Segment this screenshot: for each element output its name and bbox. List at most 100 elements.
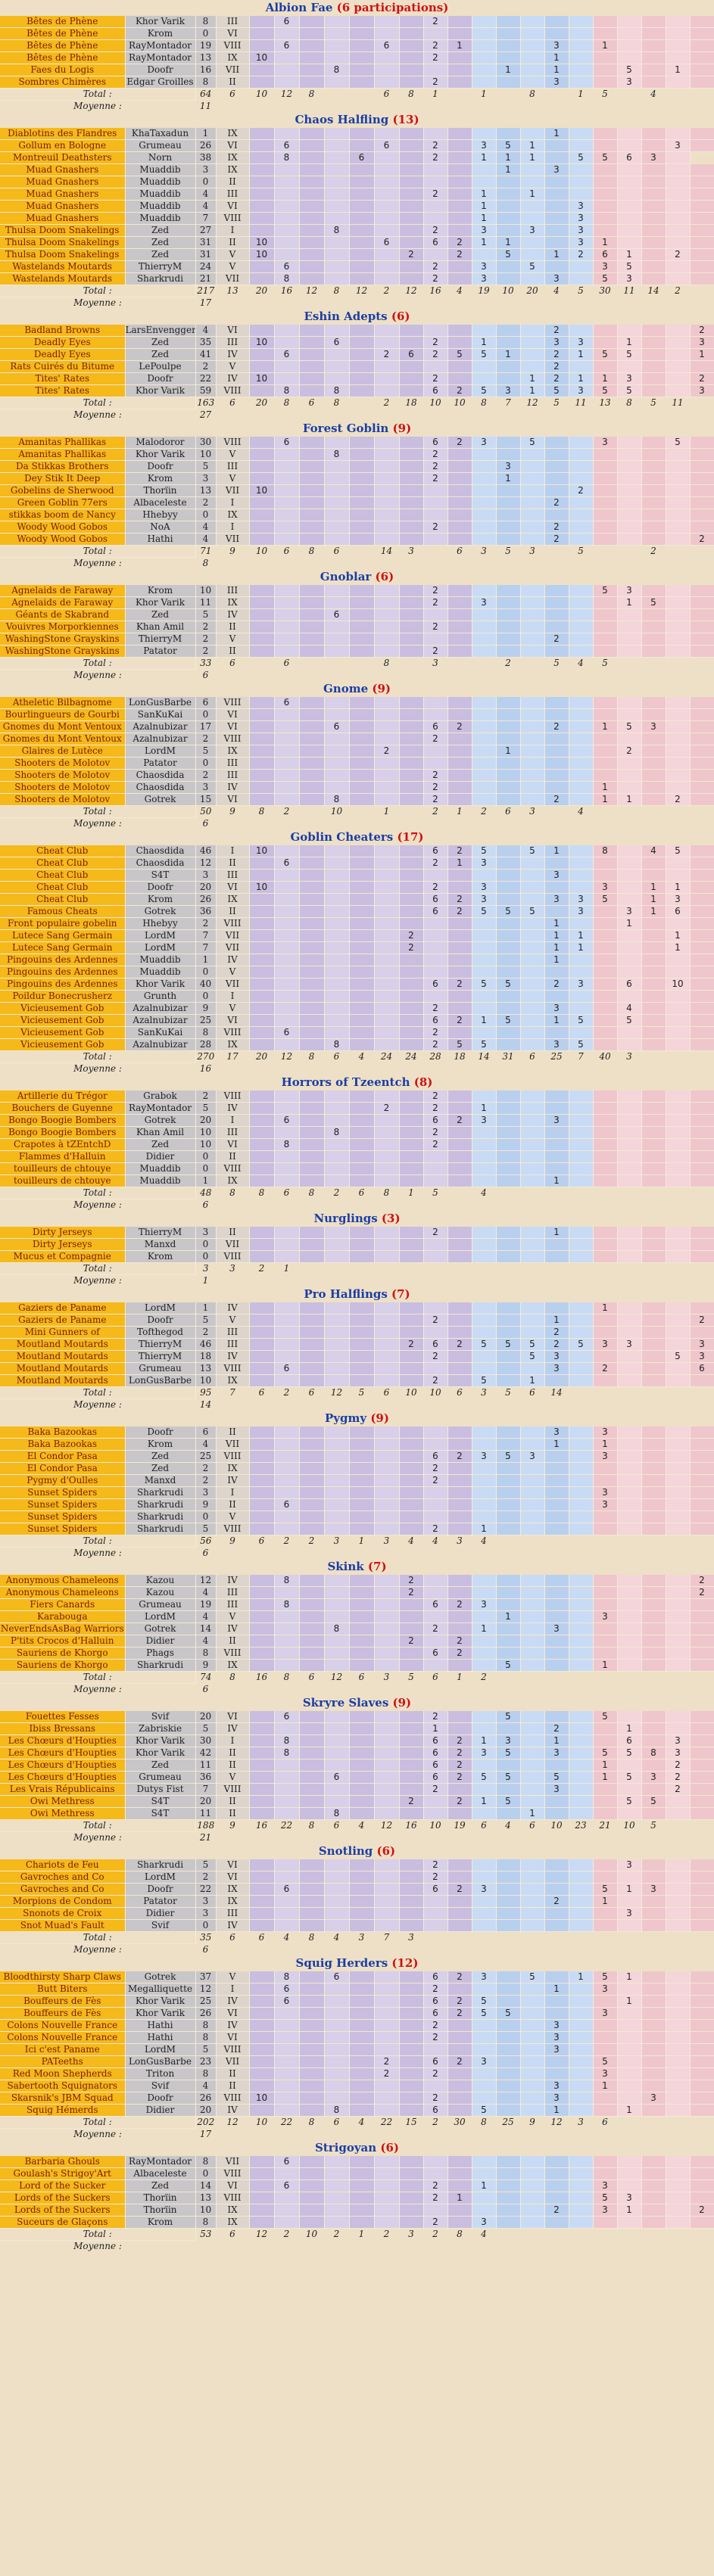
stat-cell [472, 1462, 497, 1475]
stat-cell [374, 917, 400, 930]
race-count: (6) [371, 570, 394, 583]
race-name: Skryre Slaves [302, 1696, 389, 1710]
team-row: Bouchers de Guyenne RayMontador 5 IV 2 2 1 [0, 1102, 714, 1115]
stat-cell: 2 [690, 2204, 714, 2217]
round: VII [216, 1438, 250, 1451]
stat-cell [249, 39, 275, 52]
stat-cell [447, 929, 472, 942]
stat-cell [569, 360, 594, 373]
round: I [216, 1983, 250, 1996]
stat-cell [324, 1598, 350, 1611]
score: 6 [195, 697, 217, 709]
stat-cell [349, 1014, 375, 1027]
stat-cell [299, 1647, 325, 1660]
stat-cell [496, 1114, 521, 1127]
stat-cell: 1 [544, 845, 569, 857]
stat-cell [374, 336, 400, 349]
round: IV [216, 1102, 250, 1115]
stat-cell [690, 596, 714, 609]
coach-name: Khan Amil [125, 621, 196, 633]
stat-cell [349, 1090, 375, 1103]
team-name: Bouffeurs de Fès [0, 2007, 126, 2020]
stat-cell [374, 1734, 400, 1747]
stat-cell: 3 [472, 139, 497, 152]
stat-cell [249, 1575, 275, 1587]
average-spacer [216, 1831, 714, 1843]
stat-cell [324, 1983, 350, 1996]
round: IV [216, 372, 250, 385]
stat-cell [617, 1807, 642, 1820]
team-name: Pingouins des Ardennes [0, 966, 126, 978]
stat-cell [299, 27, 325, 40]
stat-cell [274, 596, 300, 609]
stat-cell [544, 224, 569, 237]
stat-cell: 5 [593, 2192, 618, 2204]
race-name: Squig Herders [295, 1956, 388, 1970]
total-value: 10 [423, 1819, 447, 1832]
stat-cell: 3 [569, 224, 594, 237]
total-value [690, 2116, 714, 2129]
total-value: 8 [274, 1671, 299, 1684]
total-value: 30 [593, 285, 617, 297]
score: 31 [195, 236, 217, 249]
stat-cell [690, 128, 714, 140]
race-title: Pygmy (9) [0, 1411, 714, 1426]
stat-cell [544, 1498, 569, 1511]
stat-cell [447, 1498, 472, 1511]
team-name: Deadly Eyes [0, 348, 126, 361]
stat-cell: 5 [472, 2104, 497, 2117]
team-name: Bêtes de Phène [0, 27, 126, 40]
stat-cell [249, 2055, 275, 2068]
round: III [216, 757, 250, 770]
stat-cell: 6 [423, 437, 448, 449]
total-value: 2 [299, 1535, 324, 1548]
stat-cell [447, 372, 472, 385]
stat-cell: 3 [666, 1747, 691, 1759]
total-value [666, 1931, 690, 1944]
total-value: 5 [349, 1386, 374, 1399]
round: III [216, 585, 250, 597]
stat-cell [447, 1350, 472, 1363]
stat-cell [349, 496, 375, 509]
total-row: Total :95 7 6 2 6 12 5 6 10 10 6 3 5 6 14 [0, 1386, 714, 1399]
total-value: 5 [496, 1386, 520, 1399]
stat-cell [399, 978, 424, 991]
stat-cell [423, 1326, 448, 1339]
stat-cell [666, 2080, 691, 2092]
stat-cell [472, 869, 497, 882]
total-value: 12 [374, 1819, 399, 1832]
stat-cell [641, 448, 666, 461]
stat-cell [447, 697, 472, 709]
stat-cell [641, 372, 666, 385]
stat-cell: 8 [324, 384, 350, 397]
stat-cell [690, 1907, 714, 1920]
stat-cell [447, 1711, 472, 1723]
stat-cell: 1 [544, 929, 569, 942]
team-row: Chariots de Feu Sharkrudi 5 VI 2 3 [0, 1859, 714, 1871]
stat-cell: 6 [274, 2179, 300, 2192]
total-value: 3 [399, 1931, 423, 1944]
stat-cell [641, 272, 666, 285]
score: 13 [195, 2192, 217, 2204]
stat-cell: 8 [274, 1734, 300, 1747]
round: V [216, 260, 250, 273]
stat-cell: 5 [496, 248, 521, 261]
stat-cell [472, 325, 497, 337]
stat-cell [299, 1362, 325, 1375]
stat-cell [520, 76, 545, 89]
stat-cell: 2 [423, 1374, 448, 1387]
stat-cell [374, 1907, 400, 1920]
stat-cell [249, 893, 275, 906]
coach-name: Didier [125, 1635, 196, 1647]
stat-cell [690, 224, 714, 237]
stat-cell [249, 745, 275, 758]
stat-cell: 2 [423, 1227, 448, 1239]
score: 26 [195, 2007, 217, 2020]
team-name: Lutece Sang Germain [0, 929, 126, 942]
total-value [593, 2228, 617, 2241]
score: 10 [195, 448, 217, 461]
race-section: Pro Halflings (7) Gaziers de Paname LordM 1… [0, 1286, 714, 1411]
stat-cell: 2 [423, 348, 448, 361]
stat-cell [423, 2167, 448, 2180]
team-name: Snonots de Croix [0, 1907, 126, 1920]
